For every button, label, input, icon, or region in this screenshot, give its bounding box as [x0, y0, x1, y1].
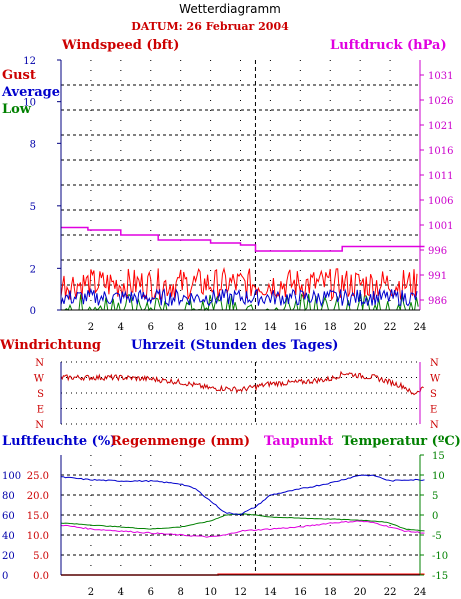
average-wind-series — [60, 287, 418, 308]
dewpoint-series — [60, 520, 425, 538]
legend-low: Low — [2, 102, 32, 117]
temp-tick-label: -5 — [432, 531, 442, 542]
x-tick-label: 8 — [177, 587, 183, 598]
humidity-tick-label: 100 — [2, 471, 21, 482]
wind-direction-title: Windrichtung — [0, 338, 101, 353]
x-tick-label: 14 — [264, 587, 277, 598]
left-tick-label: 10 — [23, 98, 36, 109]
direction-label-right: N — [430, 358, 439, 369]
x-tick-label: 18 — [324, 587, 337, 598]
x-tick-label: 16 — [294, 322, 307, 333]
rain-tick-label: 5.0 — [33, 551, 49, 562]
temp-tick-label: 0 — [432, 511, 438, 522]
x-tick-label: 20 — [354, 587, 367, 598]
humidity-tick-label: 0 — [2, 571, 8, 582]
x-tick-label: 6 — [148, 587, 154, 598]
right-tick-label: 1011 — [428, 171, 453, 182]
x-tick-label: 8 — [177, 322, 183, 333]
x-tick-label: 22 — [384, 322, 397, 333]
page-title: Wetterdiagramm — [179, 2, 281, 16]
rain-title: Regenmenge (mm) — [111, 434, 250, 449]
direction-label-left: N — [35, 358, 44, 369]
rain-tick-label: 0.0 — [33, 571, 49, 582]
x-tick-label: 6 — [148, 322, 154, 333]
x-tick-label: 24 — [414, 587, 427, 598]
rain-tick-label: 20.0 — [27, 491, 49, 502]
x-tick-label: 10 — [204, 587, 217, 598]
rain-tick-label: 25.0 — [27, 471, 49, 482]
left-tick-label: 0 — [30, 306, 36, 317]
legend-average: Average — [1, 85, 60, 100]
legend-gust: Gust — [2, 68, 36, 83]
temperature-series — [60, 513, 425, 532]
x-tick-label: 12 — [234, 322, 247, 333]
direction-label-left: E — [37, 405, 44, 416]
rain-tick-label: 15.0 — [27, 511, 49, 522]
wind-pressure-plot: 0258101298699199610011006101110161021102… — [23, 56, 453, 333]
right-tick-label: 1016 — [428, 146, 453, 157]
temp-tick-label: 5 — [432, 491, 438, 502]
x-tick-label: 24 — [414, 322, 427, 333]
left-tick-label: 8 — [30, 139, 36, 150]
left-tick-label: 12 — [23, 56, 36, 67]
humidity-series — [60, 474, 425, 516]
x-tick-label: 18 — [324, 322, 337, 333]
x-tick-label: 10 — [204, 322, 217, 333]
humidity-tick-label: 60 — [2, 511, 15, 522]
temp-tick-label: -10 — [432, 551, 448, 562]
wind-direction-series — [60, 370, 424, 396]
humidity-tick-label: 20 — [2, 551, 15, 562]
left-tick-label: 5 — [30, 202, 36, 213]
direction-label-left: W — [34, 374, 45, 385]
right-tick-label: 986 — [428, 296, 447, 307]
time-axis-title: Uhrzeit (Stunden des Tages) — [131, 338, 338, 353]
x-tick-label: 4 — [118, 587, 124, 598]
temp-tick-label: 10 — [432, 471, 445, 482]
rain-tick-label: 10.0 — [27, 531, 49, 542]
direction-label-right: E — [430, 405, 437, 416]
right-tick-label: 996 — [428, 246, 447, 257]
x-tick-label: 22 — [384, 587, 397, 598]
x-tick-label: 12 — [234, 587, 247, 598]
x-tick-label: 14 — [264, 322, 277, 333]
x-tick-label: 2 — [88, 587, 94, 598]
humidity-title: Luftfeuchte (%) — [2, 434, 116, 449]
direction-label-left: N — [35, 420, 44, 431]
right-tick-label: 1021 — [428, 121, 453, 132]
date-label: DATUM: 26 Februar 2004 — [131, 20, 289, 33]
humidity-tick-label: 40 — [2, 531, 15, 542]
right-tick-label: 991 — [428, 271, 447, 282]
right-tick-label: 1006 — [428, 196, 453, 207]
temp-tick-label: -15 — [432, 571, 448, 582]
left-tick-label: 2 — [30, 264, 36, 275]
windspeed-axis-title: Windspeed (bft) — [61, 38, 179, 53]
direction-label-right: S — [430, 389, 437, 400]
dewpoint-title: Taupunkt — [264, 434, 333, 449]
right-tick-label: 1001 — [428, 221, 453, 232]
direction-label-left: S — [37, 389, 44, 400]
x-tick-label: 4 — [118, 322, 124, 333]
direction-label-right: N — [430, 420, 439, 431]
temp-tick-label: 15 — [432, 451, 445, 462]
pressure-axis-title: Luftdruck (hPa) — [330, 38, 447, 53]
right-tick-label: 1026 — [428, 96, 453, 107]
wind-direction-plot: N NW WS SE EN N — [34, 358, 441, 431]
gust-series — [60, 266, 418, 302]
direction-label-right: W — [430, 374, 441, 385]
temperature-title: Temperatur (ºC) — [342, 434, 461, 449]
x-tick-label: 16 — [294, 587, 307, 598]
x-tick-label: 20 — [354, 322, 367, 333]
humidity-tick-label: 80 — [2, 491, 15, 502]
x-tick-label: 2 — [88, 322, 94, 333]
right-tick-label: 1031 — [428, 71, 453, 82]
pressure-series — [61, 226, 425, 252]
